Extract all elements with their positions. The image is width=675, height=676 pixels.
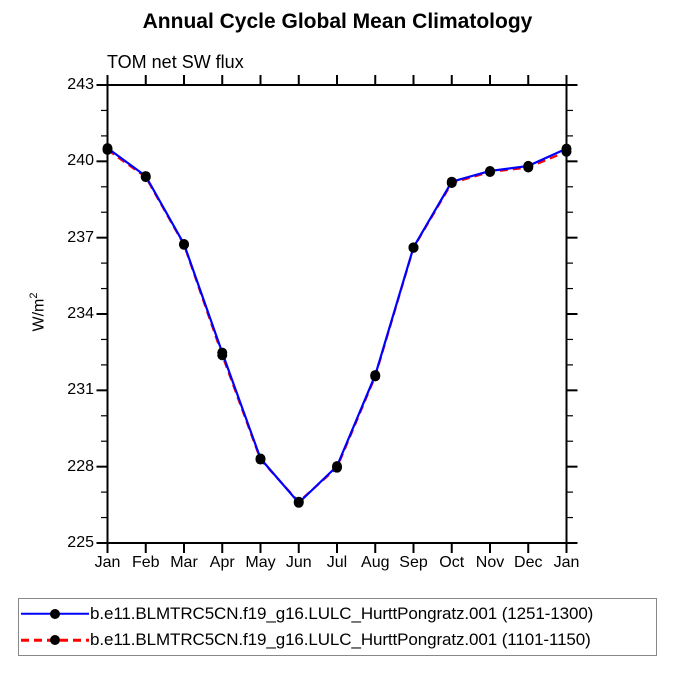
x-tick-label: Aug: [361, 554, 390, 571]
x-tick-label: Dec: [514, 554, 543, 571]
marker-dot-icon: [50, 608, 60, 619]
x-tick-label: Feb: [131, 554, 160, 571]
data-point-marker: [561, 143, 572, 154]
data-point-marker: [370, 370, 381, 381]
marker-dot-icon: [50, 635, 60, 646]
data-point-marker: [217, 347, 228, 358]
data-point-marker: [408, 242, 419, 253]
x-tick-label: Jan: [553, 554, 580, 571]
y-tick-label: 240: [67, 152, 94, 170]
data-point-marker: [293, 497, 304, 508]
data-point-marker: [140, 171, 151, 182]
chart-subtitle: TOM net SW flux: [107, 52, 244, 72]
chart-title: Annual Cycle Global Mean Climatology: [142, 10, 533, 33]
y-tick-label: 237: [67, 228, 94, 246]
data-point-marker: [102, 143, 113, 154]
plot-box: [106, 84, 568, 544]
legend-item-blue: b.e11.BLMTRC5CN.f19_g16.LULC_HurttPongra…: [21, 602, 656, 626]
x-tick-label: Apr: [209, 554, 235, 571]
data-point-marker: [446, 176, 457, 187]
legend-label-red: b.e11.BLMTRC5CN.f19_g16.LULC_HurttPongra…: [90, 630, 591, 650]
x-tick-label: Jan: [94, 554, 121, 571]
y-tick-label: 234: [67, 305, 94, 322]
y-tick-label: 228: [67, 457, 94, 475]
x-tick-label: Sep: [399, 554, 428, 571]
legend-sample-red: [21, 634, 89, 646]
y-tick-label: 225: [67, 534, 94, 551]
x-tick-label: May: [245, 554, 276, 571]
x-tick-label: Oct: [439, 554, 465, 571]
data-point-marker: [523, 160, 534, 171]
y-tick-label: 243: [67, 76, 94, 93]
legend-sample-blue: [21, 608, 89, 620]
data-point-marker: [332, 461, 342, 472]
series-line-red: [106, 148, 567, 504]
x-tick-label: Mar: [170, 554, 198, 571]
x-tick-label: Jul: [326, 554, 348, 571]
legend: b.e11.BLMTRC5CN.f19_g16.LULC_HurttPongra…: [18, 598, 657, 656]
data-point-marker: [255, 453, 266, 464]
x-tick-label: Nov: [475, 554, 505, 571]
y-tick-label: 231: [67, 381, 94, 399]
legend-item-red: b.e11.BLMTRC5CN.f19_g16.LULC_HurttPongra…: [21, 628, 656, 652]
data-point-marker: [485, 166, 495, 177]
series-line-blue: [106, 147, 567, 505]
legend-label-blue: b.e11.BLMTRC5CN.f19_g16.LULC_HurttPongra…: [90, 603, 594, 623]
data-point-marker: [179, 239, 189, 250]
x-tick-label: Jun: [285, 554, 312, 571]
